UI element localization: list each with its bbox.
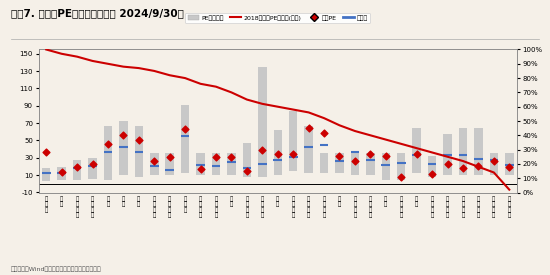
Point (166, 155, 174, 159)
Bar (73, 160, 81, 180)
Bar (258, 67, 267, 177)
Point (181, 127, 190, 131)
Point (490, 159, 498, 164)
Point (134, 138, 143, 142)
Point (212, 155, 221, 159)
Point (505, 165, 514, 170)
Point (243, 169, 251, 173)
Point (304, 126, 313, 131)
Point (42, 150, 51, 154)
Bar (181, 105, 189, 174)
Bar (135, 126, 143, 177)
Bar (490, 153, 498, 175)
Legend: PE变动区间, 2018年以来PE分位数(右轴), 当前PE, 平均值: PE变动区间, 2018年以来PE分位数(右轴), 当前PE, 平均值 (185, 13, 371, 23)
Bar (89, 158, 97, 179)
Point (103, 142, 112, 146)
Point (335, 154, 344, 158)
Text: 图表7. 各行业PE估值分布（截至 2024/9/30）: 图表7. 各行业PE估值分布（截至 2024/9/30） (11, 8, 184, 18)
Bar (304, 126, 313, 174)
Bar (289, 111, 298, 171)
Bar (42, 168, 51, 181)
Point (428, 172, 437, 177)
Bar (119, 122, 128, 175)
Point (350, 159, 359, 164)
Bar (474, 128, 483, 175)
Point (88, 162, 97, 166)
Bar (273, 130, 282, 175)
Bar (412, 128, 421, 174)
Point (397, 175, 406, 179)
Point (381, 154, 390, 158)
Text: 资料来源：Wind，兴业证券经济与金融研究院整理: 资料来源：Wind，兴业证券经济与金融研究院整理 (11, 267, 102, 272)
Point (320, 131, 328, 135)
Point (366, 152, 375, 156)
Bar (459, 128, 467, 175)
Point (459, 166, 468, 170)
Bar (212, 153, 220, 175)
Bar (382, 153, 390, 180)
Bar (336, 153, 344, 174)
Bar (196, 153, 205, 175)
Point (273, 152, 282, 156)
Bar (320, 153, 328, 174)
Point (289, 152, 298, 156)
Bar (428, 156, 436, 177)
Bar (505, 153, 514, 175)
Point (412, 152, 421, 156)
Point (119, 133, 128, 138)
Bar (150, 153, 158, 175)
Bar (57, 166, 66, 180)
Bar (397, 153, 405, 180)
Bar (243, 143, 251, 177)
Point (196, 167, 205, 171)
Bar (351, 153, 359, 175)
Bar (227, 153, 236, 175)
Point (73, 165, 81, 170)
Bar (366, 153, 375, 175)
Point (227, 155, 236, 159)
Point (443, 162, 452, 166)
Point (258, 148, 267, 152)
Point (474, 164, 483, 169)
Point (150, 159, 158, 164)
Bar (443, 134, 452, 175)
Point (57, 169, 66, 174)
Bar (166, 153, 174, 175)
Bar (104, 126, 112, 180)
